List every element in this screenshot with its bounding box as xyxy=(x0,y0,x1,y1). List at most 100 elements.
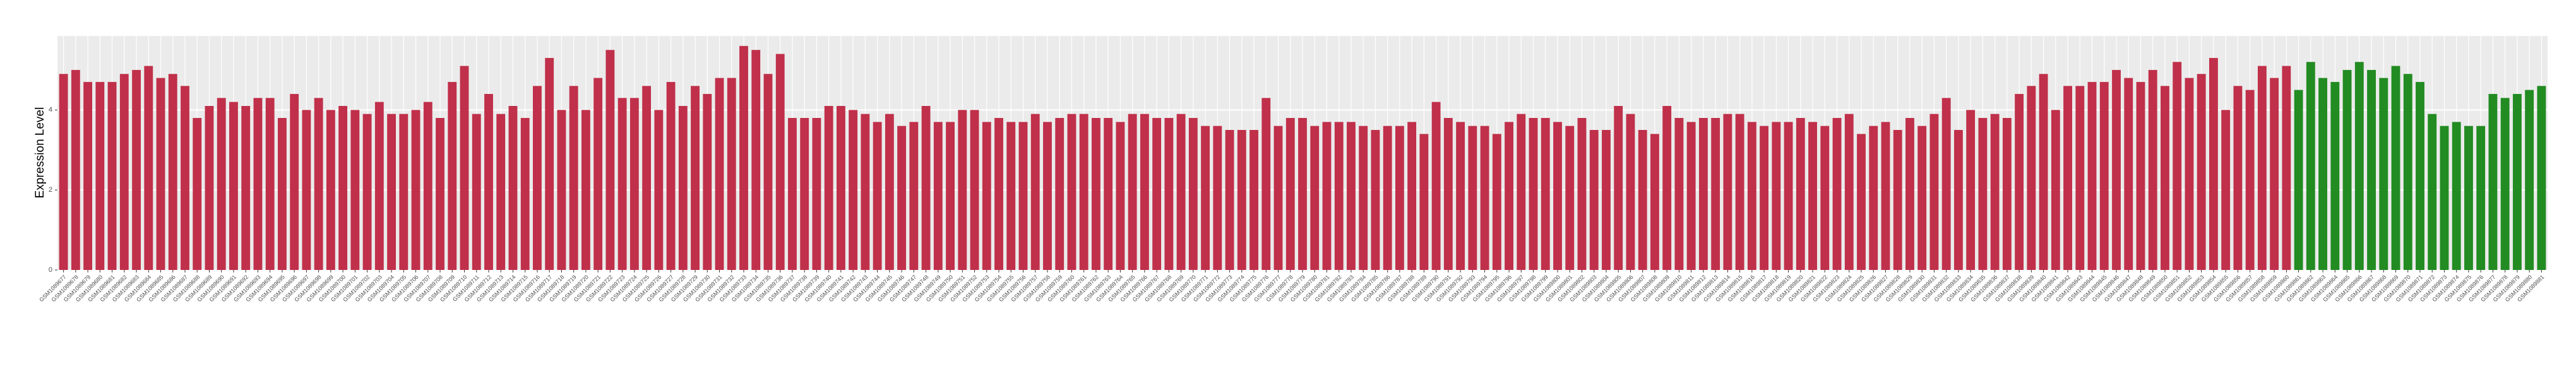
bar xyxy=(909,122,919,270)
bar xyxy=(423,102,432,270)
bar xyxy=(1371,130,1380,270)
bar xyxy=(2112,69,2121,271)
bar xyxy=(678,105,688,270)
bar xyxy=(1419,134,1429,270)
bar xyxy=(132,69,141,271)
bar xyxy=(2063,86,2072,270)
bar xyxy=(1347,122,1356,270)
bar xyxy=(2342,69,2352,271)
bar xyxy=(1978,118,1988,270)
bar xyxy=(59,74,68,270)
bar xyxy=(2233,86,2243,270)
bar xyxy=(2354,62,2364,270)
bar xyxy=(788,118,797,270)
bar xyxy=(2015,93,2024,270)
bar xyxy=(362,114,372,270)
bar xyxy=(2002,118,2012,270)
bar xyxy=(617,98,627,271)
bar xyxy=(1723,114,1732,270)
bar xyxy=(1079,114,1088,270)
bar xyxy=(1735,114,1744,270)
bar xyxy=(2148,69,2157,271)
bar xyxy=(1468,126,1477,270)
bar xyxy=(751,50,761,270)
bar xyxy=(1298,118,1307,270)
bar xyxy=(253,98,263,271)
bar xyxy=(2476,126,2486,270)
bar xyxy=(2087,81,2097,270)
bar xyxy=(1285,118,1295,270)
bar xyxy=(1638,130,1647,270)
bar xyxy=(2452,122,2461,270)
bar xyxy=(1698,118,1708,270)
bar xyxy=(1273,126,1283,270)
bar xyxy=(1650,134,1659,270)
bar xyxy=(1905,118,1914,270)
bar xyxy=(1517,114,1526,270)
bar xyxy=(1188,118,1198,270)
bar xyxy=(484,93,493,270)
bar xyxy=(1492,134,1501,270)
bar xyxy=(1602,130,1611,270)
bar xyxy=(181,86,189,270)
bar xyxy=(2173,62,2182,270)
bar xyxy=(290,93,299,270)
bar xyxy=(2440,126,2449,270)
bar xyxy=(156,78,165,270)
bar xyxy=(1176,114,1186,270)
bar xyxy=(2282,66,2291,271)
bar xyxy=(411,110,420,270)
bar xyxy=(436,118,444,270)
bar xyxy=(1614,105,1623,270)
bar xyxy=(2245,90,2255,270)
bar xyxy=(581,110,590,270)
bar xyxy=(836,105,845,270)
bar xyxy=(605,50,615,270)
bar xyxy=(958,110,967,270)
bar xyxy=(326,110,335,270)
bar xyxy=(727,78,736,270)
bar xyxy=(241,105,251,270)
bar xyxy=(2099,81,2109,270)
bar xyxy=(2270,78,2279,270)
bar xyxy=(314,98,323,271)
bar xyxy=(1104,118,1113,270)
bar xyxy=(95,81,105,270)
bar xyxy=(1067,114,1076,270)
bar xyxy=(1953,130,1963,270)
bar xyxy=(1784,122,1793,270)
bar xyxy=(277,118,287,270)
bar xyxy=(1043,122,1052,270)
bar xyxy=(824,105,833,270)
bar xyxy=(1869,126,1878,270)
bar xyxy=(1213,126,1222,270)
bar xyxy=(691,86,700,270)
bar xyxy=(472,114,481,270)
bar xyxy=(666,81,676,270)
bar xyxy=(1844,114,1854,270)
bar xyxy=(1443,118,1453,270)
bar xyxy=(1152,118,1162,270)
bar xyxy=(1334,122,1344,270)
bar xyxy=(1990,114,2000,270)
bar xyxy=(1589,130,1599,270)
bar xyxy=(654,110,664,270)
bar xyxy=(1796,118,1805,270)
y-axis-title: Expression Level xyxy=(33,107,47,199)
y-tick-label: 2 xyxy=(49,186,52,194)
bar xyxy=(1225,130,1234,270)
bar xyxy=(1006,122,1016,270)
bar xyxy=(861,114,870,270)
bar xyxy=(508,105,518,270)
bar xyxy=(2500,98,2510,271)
bar xyxy=(1808,122,1817,270)
bar xyxy=(946,122,955,270)
bar xyxy=(2525,90,2534,270)
bar xyxy=(2124,78,2133,270)
bar xyxy=(2428,114,2437,270)
bar xyxy=(629,98,639,271)
bar xyxy=(2488,93,2498,270)
bar xyxy=(593,78,603,270)
